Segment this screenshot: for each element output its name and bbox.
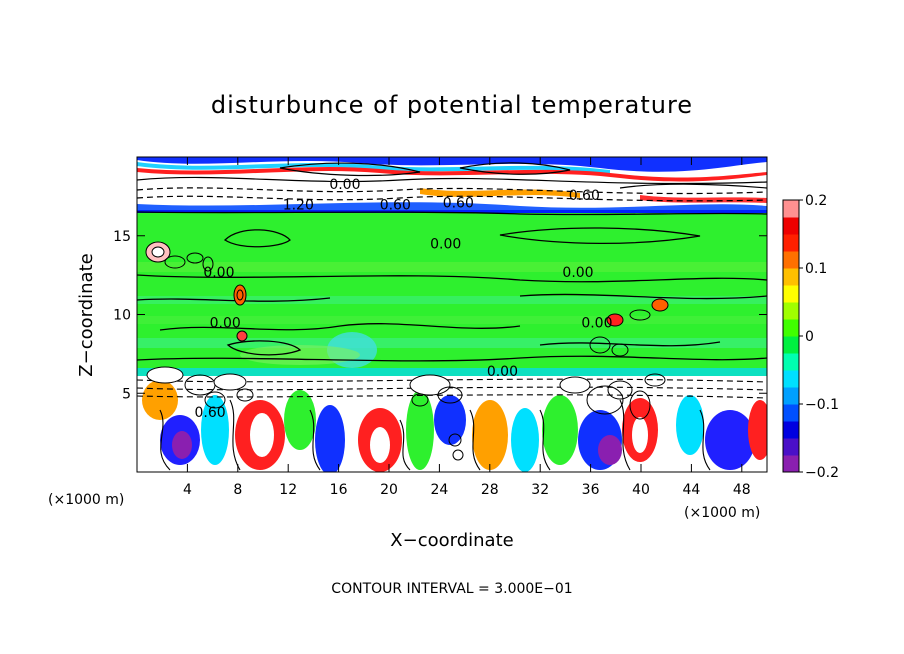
y-tick-label-1: 10: [113, 308, 131, 324]
contour-label-2: 0.60: [380, 197, 411, 213]
plot-area: 0.00 1.20 0.60 0.60 0.60 0.00 0.00 0.00 0.00 0.00…: [137, 157, 767, 472]
y-axis-ticks: 5 10 15: [113, 229, 767, 402]
colorbar-segment-5: [783, 370, 799, 388]
cluster-left-low: [146, 366, 254, 409]
colorbar-segment-12: [783, 251, 799, 269]
colorbar: [782, 199, 800, 473]
contour-label-7: 0.00: [562, 265, 593, 281]
band-1: [137, 262, 767, 272]
contour-label-5: 0.00: [430, 237, 461, 253]
cluster-left-top: [145, 241, 214, 272]
colorbar-tick-label-1: 0.1: [805, 261, 827, 277]
x-tick-label-9: 40: [632, 482, 650, 498]
colorbar-ticks: 0.2 0.1 0 −0.1 −0.2: [799, 193, 839, 481]
colorbar-segment-6: [783, 353, 799, 371]
contour-label-0: 0.00: [329, 177, 360, 193]
colorbar-segment-8: [783, 319, 799, 337]
x-tick-label-8: 36: [582, 482, 600, 498]
x-tick-label-3: 16: [330, 482, 348, 498]
contour-interval-note: CONTOUR INTERVAL = 3.000E−01: [331, 581, 572, 597]
contour-label-11: 0.60: [194, 405, 225, 421]
contour-label-1: 1.20: [283, 197, 314, 213]
upper-streak-cyan: [137, 162, 610, 174]
mid-contours: [137, 211, 767, 362]
band-2: [137, 296, 767, 304]
contour-label-9: 0.00: [581, 315, 612, 331]
cluster-right: [559, 298, 669, 420]
colorbar-tick-label-2: 0: [805, 329, 814, 345]
x-tick-label-7: 32: [531, 482, 549, 498]
colorbar-tick-label-3: −0.1: [805, 397, 839, 413]
colorbar-tick-label-4: −0.2: [805, 465, 839, 481]
colorbar-segment-13: [783, 234, 799, 252]
contour-label-4: 0.60: [569, 188, 600, 204]
lower-patches: [142, 380, 767, 472]
x-tick-label-4: 20: [380, 482, 398, 498]
x-unit-label-right: (×1000 m): [684, 505, 760, 521]
colorbar-segment-15: [783, 200, 799, 218]
colorbar-segment-9: [783, 302, 799, 320]
x-tick-label-0: 4: [183, 482, 192, 498]
contour-labels: 0.00 1.20 0.60 0.60 0.60 0.00 0.00 0.00 0.00 0.00…: [194, 177, 612, 421]
x-tick-label-1: 8: [233, 482, 242, 498]
x-unit-label-left: (×1000 m): [48, 492, 124, 508]
x-tick-label-2: 12: [279, 482, 297, 498]
contour-label-8: 0.00: [210, 315, 241, 331]
contour-label-3: 0.60: [443, 196, 474, 212]
colorbar-tick-label-0: 0.2: [805, 193, 827, 209]
y-axis-label: Z−coordinate: [76, 253, 97, 376]
chart-title: disturbunce of potential temperature: [211, 91, 693, 119]
y-tick-label-2: 15: [113, 229, 131, 245]
x-axis-ticks: 4 8 12 16 20 24 28 32 36 40 44 48: [183, 157, 751, 498]
contour-label-6: 0.00: [203, 265, 234, 281]
colorbar-segment-4: [783, 387, 799, 405]
colorbar-segment-1: [783, 438, 799, 456]
upper-contours: [137, 162, 767, 202]
colorbar-segment-7: [783, 336, 799, 354]
cluster-left-mid: [233, 284, 248, 342]
x-tick-label-6: 28: [481, 482, 499, 498]
x-tick-label-5: 24: [430, 482, 448, 498]
x-axis-label: X−coordinate: [390, 530, 513, 551]
colorbar-segment-0: [783, 455, 799, 473]
cluster-center: [409, 374, 464, 461]
upper-streak-blue: [137, 157, 767, 172]
colorbar-segment-11: [783, 268, 799, 286]
band-4: [137, 338, 767, 348]
colorbar-segment-14: [783, 217, 799, 235]
y-tick-label-0: 5: [122, 386, 131, 402]
lower-contours: [137, 378, 767, 471]
lower-transition: [137, 368, 767, 376]
colorbar-segment-2: [783, 421, 799, 439]
x-tick-label-10: 44: [682, 482, 700, 498]
colorbar-segment-3: [783, 404, 799, 422]
colorbar-segment-10: [783, 285, 799, 303]
contour-label-10: 0.00: [487, 364, 518, 380]
convective-clusters: [145, 241, 669, 461]
x-tick-label-11: 48: [733, 482, 751, 498]
upper-streak-blue-2: [137, 202, 767, 212]
band-3: [137, 316, 767, 324]
tropopause-line: [137, 210, 767, 213]
